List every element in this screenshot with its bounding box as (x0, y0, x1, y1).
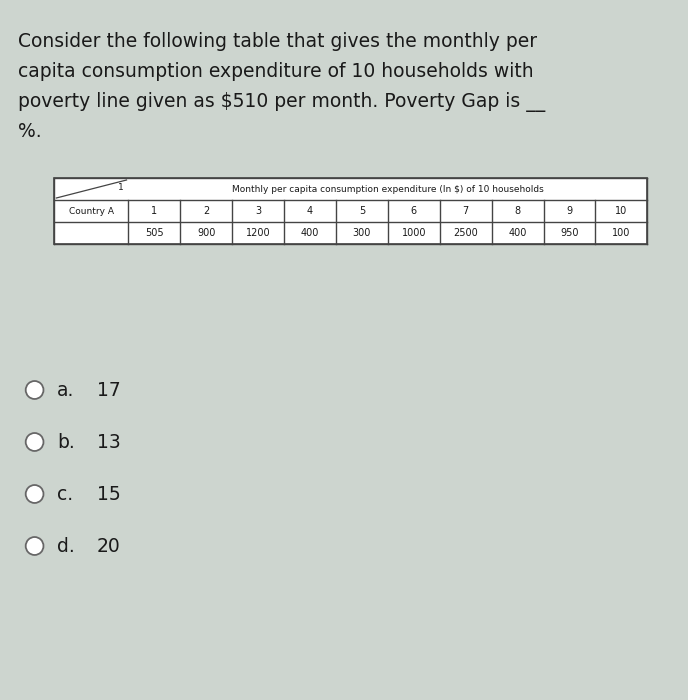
Text: capita consumption expenditure of 10 households with: capita consumption expenditure of 10 hou… (18, 62, 533, 81)
Text: 1: 1 (151, 206, 158, 216)
Text: 100: 100 (612, 228, 631, 238)
Text: 1200: 1200 (246, 228, 270, 238)
Text: 2500: 2500 (453, 228, 478, 238)
Text: b.: b. (57, 433, 75, 452)
Text: 13: 13 (97, 433, 120, 452)
Text: 5: 5 (359, 206, 365, 216)
Text: d.: d. (57, 536, 75, 556)
Text: a.: a. (57, 381, 75, 400)
FancyBboxPatch shape (54, 178, 647, 244)
Text: Monthly per capita consumption expenditure (In $) of 10 households: Monthly per capita consumption expenditu… (232, 185, 544, 193)
Text: 6: 6 (411, 206, 417, 216)
Text: 15: 15 (97, 484, 120, 503)
Text: poverty line given as $510 per month. Poverty Gap is __: poverty line given as $510 per month. Po… (18, 92, 545, 112)
Text: c.: c. (57, 484, 74, 503)
Text: 20: 20 (97, 536, 120, 556)
Text: 400: 400 (301, 228, 319, 238)
Text: 300: 300 (353, 228, 372, 238)
Text: 400: 400 (508, 228, 527, 238)
Text: 4: 4 (307, 206, 313, 216)
Text: 10: 10 (615, 206, 627, 216)
Text: 8: 8 (515, 206, 521, 216)
Text: Country A: Country A (69, 206, 114, 216)
Text: 9: 9 (566, 206, 572, 216)
Text: 2: 2 (203, 206, 209, 216)
Text: 950: 950 (560, 228, 579, 238)
Text: 1: 1 (118, 183, 123, 192)
Text: 3: 3 (255, 206, 261, 216)
Circle shape (25, 433, 43, 451)
Text: 900: 900 (197, 228, 215, 238)
Text: %.: %. (18, 122, 41, 141)
Circle shape (25, 381, 43, 399)
Text: 17: 17 (97, 381, 120, 400)
Text: 1000: 1000 (402, 228, 426, 238)
Text: 505: 505 (145, 228, 164, 238)
Text: Consider the following table that gives the monthly per: Consider the following table that gives … (18, 32, 537, 51)
Circle shape (25, 537, 43, 555)
Text: 7: 7 (462, 206, 469, 216)
Circle shape (25, 485, 43, 503)
